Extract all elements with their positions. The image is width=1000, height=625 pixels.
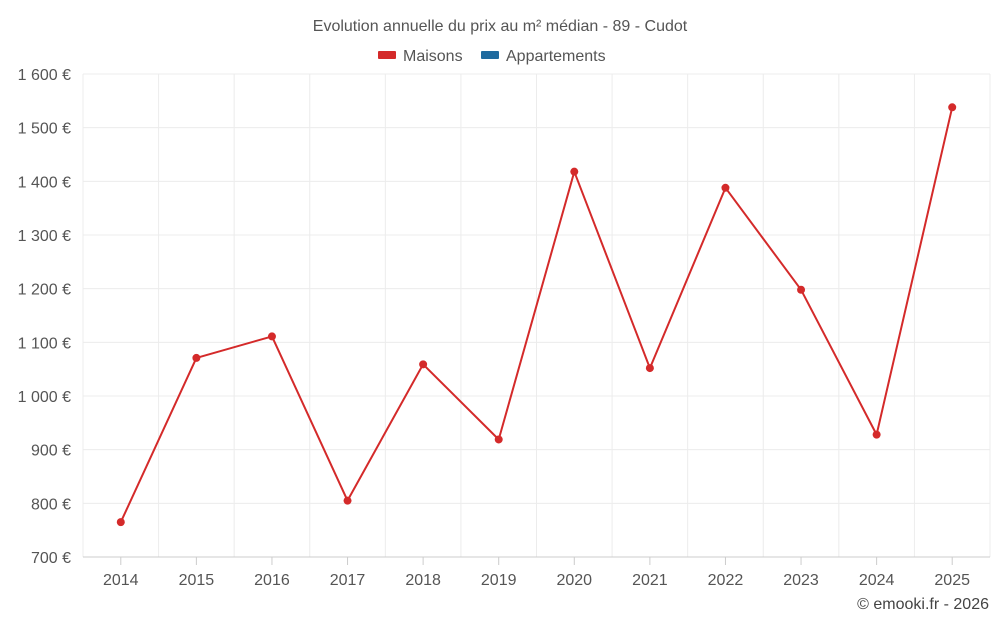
axes (83, 556, 990, 565)
data-point[interactable] (872, 430, 881, 439)
grid (82, 73, 991, 557)
x-tick-label: 2017 (330, 572, 366, 589)
data-point[interactable] (645, 364, 654, 373)
data-point[interactable] (267, 332, 276, 341)
series-maisons (116, 103, 957, 527)
data-point[interactable] (343, 496, 352, 505)
y-tick-label: 1 600 € (18, 67, 71, 84)
y-tick-label: 700 € (31, 550, 71, 567)
x-tick-label: 2022 (708, 572, 744, 589)
data-point[interactable] (116, 518, 125, 527)
chart-title: Evolution annuelle du prix au m² médian … (313, 18, 688, 35)
legend-swatch-appartements (481, 51, 499, 59)
x-tick-label: 2023 (783, 572, 819, 589)
data-point[interactable] (948, 103, 957, 112)
y-tick-label: 1 200 € (18, 282, 71, 299)
series-line (119, 107, 954, 523)
legend-label-appartements[interactable]: Appartements (506, 48, 606, 65)
y-axis-labels: 700 € 800 € 900 € 1 000 € 1 100 € 1 200 € 1 30… (18, 67, 71, 567)
credit-text: © emooki.fr - 2026 (857, 596, 989, 613)
x-tick-label: 2014 (103, 572, 139, 589)
data-point[interactable] (494, 435, 503, 444)
x-tick-label: 2020 (556, 572, 592, 589)
x-tick-label: 2025 (934, 572, 970, 589)
legend-swatch-maisons (378, 51, 396, 59)
y-tick-label: 1 500 € (18, 121, 71, 138)
y-tick-label: 1 100 € (18, 335, 71, 352)
x-axis-labels: 2014 2015 2016 2017 2018 2019 2020 2021 2022 2023… (103, 572, 970, 589)
y-tick-label: 1 300 € (18, 228, 71, 245)
legend: Maisons Appartements (378, 48, 606, 65)
data-point[interactable] (797, 285, 806, 294)
y-tick-label: 1 000 € (18, 389, 71, 406)
y-tick-label: 800 € (31, 496, 71, 513)
x-tick-label: 2016 (254, 572, 290, 589)
x-tick-label: 2021 (632, 572, 668, 589)
data-point[interactable] (721, 183, 730, 192)
y-tick-label: 1 400 € (18, 174, 71, 191)
data-point[interactable] (192, 353, 201, 362)
legend-label-maisons[interactable]: Maisons (403, 48, 463, 65)
x-tick-label: 2018 (405, 572, 441, 589)
x-tick-label: 2019 (481, 572, 517, 589)
x-tick-label: 2015 (179, 572, 215, 589)
x-tick-label: 2024 (859, 572, 895, 589)
y-tick-label: 900 € (31, 443, 71, 460)
data-point[interactable] (570, 167, 579, 176)
data-point[interactable] (419, 360, 428, 369)
